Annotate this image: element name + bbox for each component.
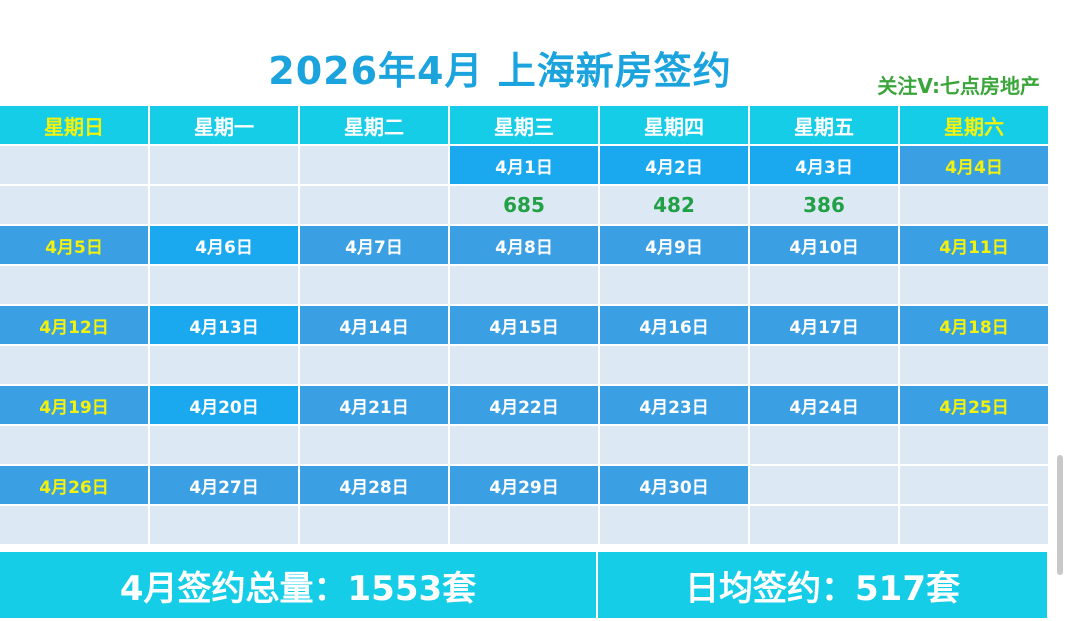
weekday-header: 星期五 bbox=[750, 106, 898, 144]
date-cell: 4月15日 bbox=[450, 306, 598, 344]
date-cell: 4月25日 bbox=[900, 386, 1048, 424]
date-cell: 4月29日 bbox=[450, 466, 598, 504]
date-cell: 4月24日 bbox=[750, 386, 898, 424]
value-cell: 685 bbox=[450, 186, 598, 224]
value-cell bbox=[750, 506, 898, 544]
daily-average: 日均签约：517套 bbox=[598, 552, 1047, 618]
weekday-header: 星期四 bbox=[600, 106, 748, 144]
date-cell: 4月20日 bbox=[150, 386, 298, 424]
date-cell: 4月11日 bbox=[900, 226, 1048, 264]
weekday-header: 星期一 bbox=[150, 106, 298, 144]
value-cell bbox=[900, 346, 1048, 384]
value-cell bbox=[300, 186, 448, 224]
value-cell bbox=[750, 426, 898, 464]
date-cell: 4月16日 bbox=[600, 306, 748, 344]
date-cell: 4月1日 bbox=[450, 146, 598, 184]
date-cell: 4月4日 bbox=[900, 146, 1048, 184]
scrollbar[interactable] bbox=[1057, 455, 1063, 575]
date-cell: 4月27日 bbox=[150, 466, 298, 504]
weekday-header: 星期三 bbox=[450, 106, 598, 144]
value-cell bbox=[0, 506, 148, 544]
value-cell bbox=[600, 426, 748, 464]
date-cell: 4月21日 bbox=[300, 386, 448, 424]
value-cell bbox=[300, 346, 448, 384]
value-cell bbox=[0, 426, 148, 464]
value-cell bbox=[0, 266, 148, 304]
date-cell: 4月2日 bbox=[600, 146, 748, 184]
date-cell: 4月7日 bbox=[300, 226, 448, 264]
value-cell: 386 bbox=[750, 186, 898, 224]
value-cell bbox=[900, 426, 1048, 464]
value-cell bbox=[150, 186, 298, 224]
value-cell bbox=[450, 426, 598, 464]
calendar-grid: 星期日 星期一 星期二 星期三 星期四 星期五 星期六 4月1日 4月2日 4月… bbox=[0, 106, 1048, 544]
value-cell bbox=[0, 186, 148, 224]
date-cell: 4月9日 bbox=[600, 226, 748, 264]
value-cell bbox=[150, 506, 298, 544]
value-cell: 482 bbox=[600, 186, 748, 224]
date-cell: 4月6日 bbox=[150, 226, 298, 264]
date-cell bbox=[900, 466, 1048, 504]
date-cell: 4月28日 bbox=[300, 466, 448, 504]
value-cell bbox=[600, 346, 748, 384]
date-cell: 4月8日 bbox=[450, 226, 598, 264]
value-cell bbox=[750, 346, 898, 384]
value-cell bbox=[150, 426, 298, 464]
date-cell: 4月30日 bbox=[600, 466, 748, 504]
value-cell bbox=[300, 506, 448, 544]
value-cell bbox=[450, 266, 598, 304]
date-cell: 4月13日 bbox=[150, 306, 298, 344]
date-cell: 4月5日 bbox=[0, 226, 148, 264]
date-cell: 4月3日 bbox=[750, 146, 898, 184]
date-cell: 4月22日 bbox=[450, 386, 598, 424]
date-cell: 4月19日 bbox=[0, 386, 148, 424]
date-cell: 4月14日 bbox=[300, 306, 448, 344]
date-cell: 4月23日 bbox=[600, 386, 748, 424]
summary-footer: 4月签约总量：1553套 日均签约：517套 bbox=[0, 552, 1047, 618]
weekday-header: 星期二 bbox=[300, 106, 448, 144]
value-cell bbox=[150, 266, 298, 304]
weekday-header: 星期日 bbox=[0, 106, 148, 144]
value-cell bbox=[450, 506, 598, 544]
date-cell: 4月17日 bbox=[750, 306, 898, 344]
date-cell: 4月26日 bbox=[0, 466, 148, 504]
date-cell bbox=[300, 146, 448, 184]
weekday-header: 星期六 bbox=[900, 106, 1048, 144]
date-cell: 4月12日 bbox=[0, 306, 148, 344]
date-cell bbox=[150, 146, 298, 184]
value-cell bbox=[300, 266, 448, 304]
page-title: 2026年4月 上海新房签约 bbox=[268, 49, 732, 93]
value-cell bbox=[150, 346, 298, 384]
value-cell bbox=[0, 346, 148, 384]
date-cell: 4月18日 bbox=[900, 306, 1048, 344]
date-cell bbox=[0, 146, 148, 184]
value-cell bbox=[300, 426, 448, 464]
value-cell bbox=[900, 266, 1048, 304]
value-cell bbox=[600, 266, 748, 304]
value-cell bbox=[450, 346, 598, 384]
date-cell bbox=[750, 466, 898, 504]
value-cell bbox=[900, 186, 1048, 224]
subtitle: 关注V:七点房地产 bbox=[877, 74, 1040, 98]
value-cell bbox=[900, 506, 1048, 544]
date-cell: 4月10日 bbox=[750, 226, 898, 264]
value-cell bbox=[750, 266, 898, 304]
monthly-total: 4月签约总量：1553套 bbox=[0, 552, 596, 618]
value-cell bbox=[600, 506, 748, 544]
